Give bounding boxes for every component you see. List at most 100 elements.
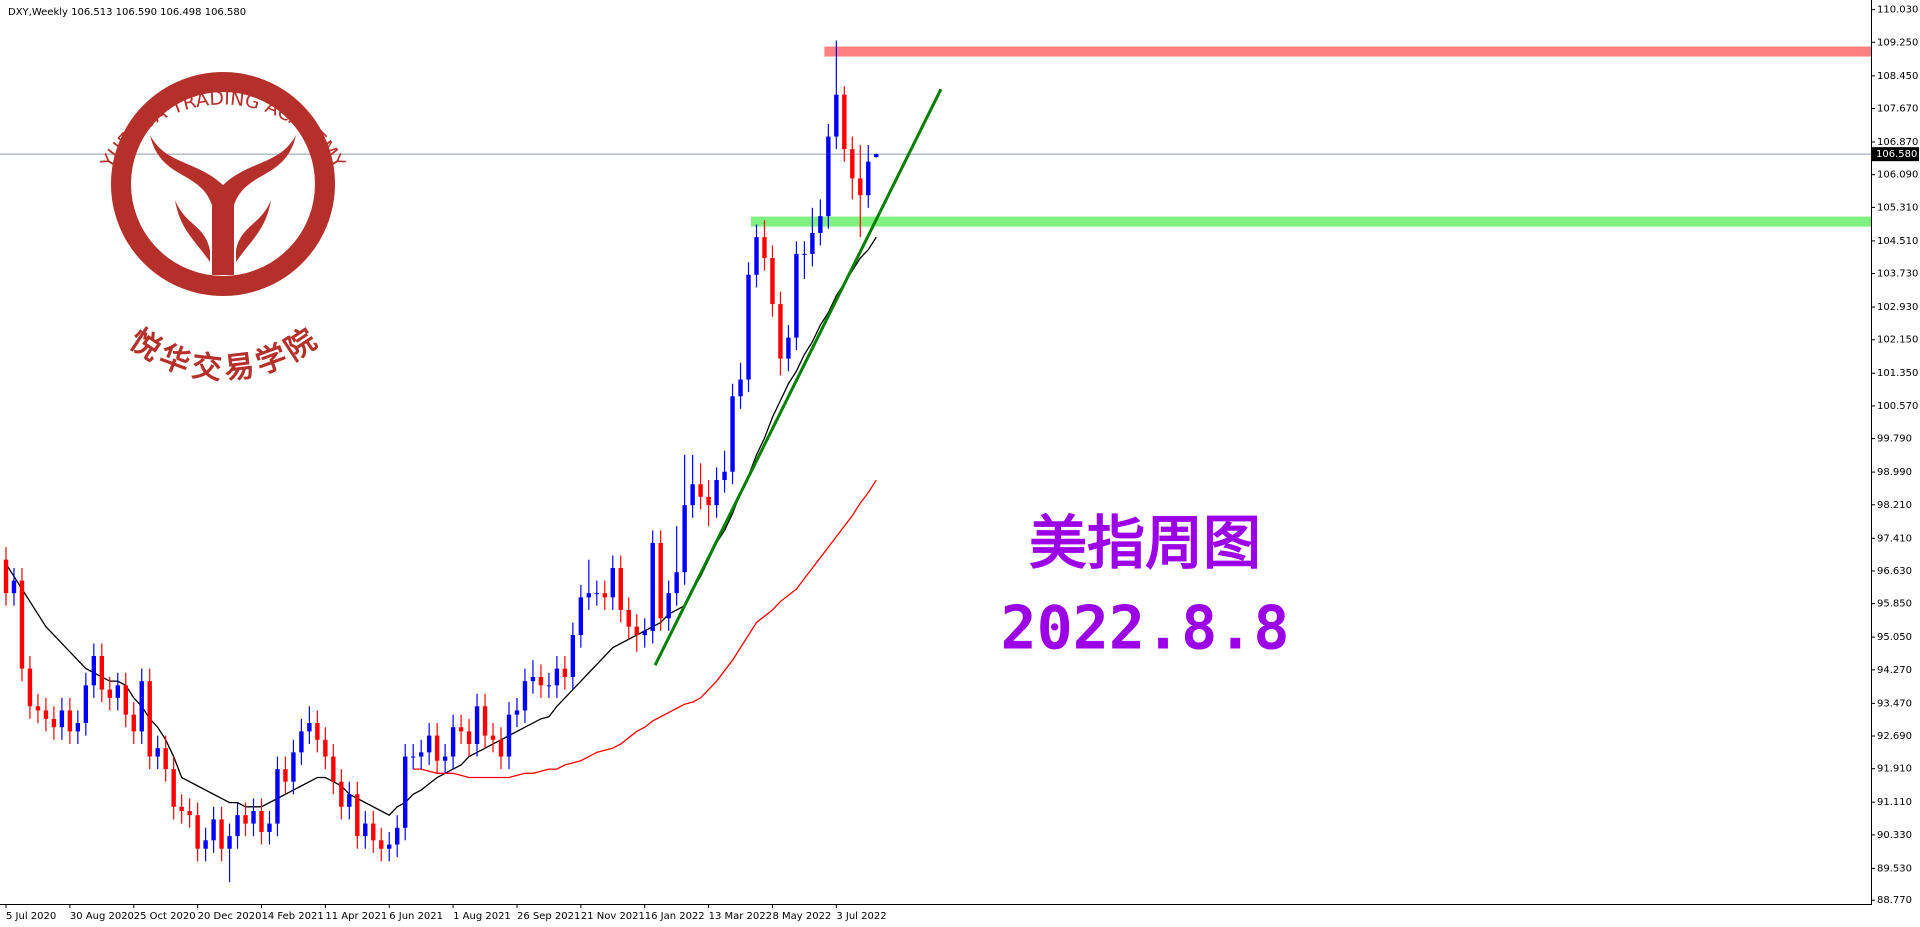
candle-body (19, 580, 25, 669)
x-tick-label: 3 Jul 2022 (836, 911, 886, 922)
candle-body (522, 681, 528, 711)
y-tick-label: 107.670 (1877, 103, 1918, 114)
zone (750, 216, 1871, 227)
candle-body (243, 815, 248, 824)
candle-body (498, 739, 504, 757)
candle-body (227, 836, 232, 849)
candle-body (299, 731, 304, 753)
y-tick-label: 103.730 (1877, 269, 1918, 280)
candle-body (586, 593, 592, 598)
candle-body (650, 542, 655, 631)
candle-body (658, 542, 663, 619)
y-tick-label: 102.930 (1877, 302, 1918, 313)
candle-body (850, 149, 855, 179)
candle-body (554, 668, 560, 686)
x-tick-label: 13 Mar 2022 (709, 911, 772, 922)
y-tick-label: 89.530 (1877, 863, 1912, 874)
candle-body (690, 484, 695, 506)
x-tick-label: 1 Aug 2021 (453, 911, 511, 922)
candle-body (155, 748, 160, 757)
candle-body (618, 568, 623, 610)
x-tick-label: 8 May 2022 (772, 911, 831, 922)
price-label-box (1872, 147, 1919, 162)
candle-body (610, 568, 615, 598)
candle-body (307, 723, 312, 732)
candle-body (195, 815, 200, 849)
candle-body (131, 714, 136, 732)
candle-body (706, 496, 711, 506)
candle-body (594, 593, 600, 595)
x-tick-label: 5 Jul 2020 (6, 911, 56, 922)
candle-body (698, 484, 703, 497)
y-tick-label: 100.570 (1877, 401, 1918, 412)
candle-body (794, 253, 799, 338)
candle-body (458, 727, 464, 732)
candle-body (107, 689, 112, 698)
candle-body (434, 735, 440, 761)
logo-mark (150, 135, 296, 275)
candle-body (842, 94, 847, 150)
candle-body (139, 681, 144, 732)
x-tick-label: 30 Aug 2020 (70, 911, 134, 922)
candle-body (466, 731, 472, 744)
candle-body (810, 232, 815, 254)
candle-body (546, 685, 552, 687)
candle-body (786, 337, 791, 359)
plot-area (0, 40, 1871, 883)
x-tick-label: 14 Feb 2021 (261, 911, 323, 922)
candle-body (426, 735, 432, 753)
candle-body (578, 597, 584, 636)
y-tick-label: 106.090 (1877, 170, 1918, 181)
candle-body (770, 258, 775, 305)
candle-body (395, 827, 400, 845)
y-tick-label: 95.050 (1877, 632, 1912, 643)
candle-body (403, 756, 408, 828)
price-label: 106.580 (1876, 149, 1917, 160)
y-tick-label: 93.470 (1877, 698, 1912, 709)
candle-body (187, 811, 192, 816)
candle-body (482, 706, 488, 736)
candle-body (355, 794, 360, 837)
candle-body (267, 823, 272, 832)
y-tick-label: 92.690 (1877, 731, 1912, 742)
y-tick-label: 104.510 (1877, 236, 1918, 247)
y-tick-label: 95.850 (1877, 599, 1912, 610)
x-tick-label: 6 Jun 2021 (389, 911, 443, 922)
y-tick-label: 96.630 (1877, 566, 1912, 577)
y-tick-label: 105.310 (1877, 202, 1918, 213)
candle-body (722, 471, 727, 481)
x-tick-label: 21 Nov 2021 (581, 911, 645, 922)
candle-body (514, 710, 520, 715)
candle-body (259, 811, 264, 832)
y-tick-label: 98.990 (1877, 467, 1912, 478)
x-tick-label: 16 Jan 2022 (645, 911, 705, 922)
annotation: 美指周图 (1029, 509, 1261, 577)
zone (824, 46, 1871, 57)
candle-body (442, 756, 448, 761)
candle-body (3, 559, 9, 594)
candle-body (315, 723, 320, 740)
y-tick-label: 98.210 (1877, 500, 1912, 511)
y-tick-label: 88.770 (1877, 895, 1912, 906)
candle-body (410, 756, 416, 758)
candle-body (371, 823, 376, 841)
candle-body (746, 274, 751, 380)
logo-ring (111, 72, 335, 296)
y-tick-label: 99.790 (1877, 434, 1912, 445)
candle-body (562, 668, 568, 677)
candle-body (347, 794, 352, 807)
x-tick-label: 25 Oct 2020 (134, 911, 196, 922)
y-tick-label: 110.030 (1877, 5, 1918, 16)
candle-body (339, 781, 344, 807)
candle-body (275, 769, 280, 824)
candle-body (123, 685, 128, 715)
candle-body (450, 727, 456, 757)
candle-body (714, 480, 719, 506)
candle-body (490, 735, 496, 740)
candle-body (538, 676, 544, 686)
candle-body (179, 806, 184, 812)
candle-body (171, 769, 176, 807)
candle-body (99, 656, 105, 690)
y-tick-label: 91.910 (1877, 764, 1912, 775)
